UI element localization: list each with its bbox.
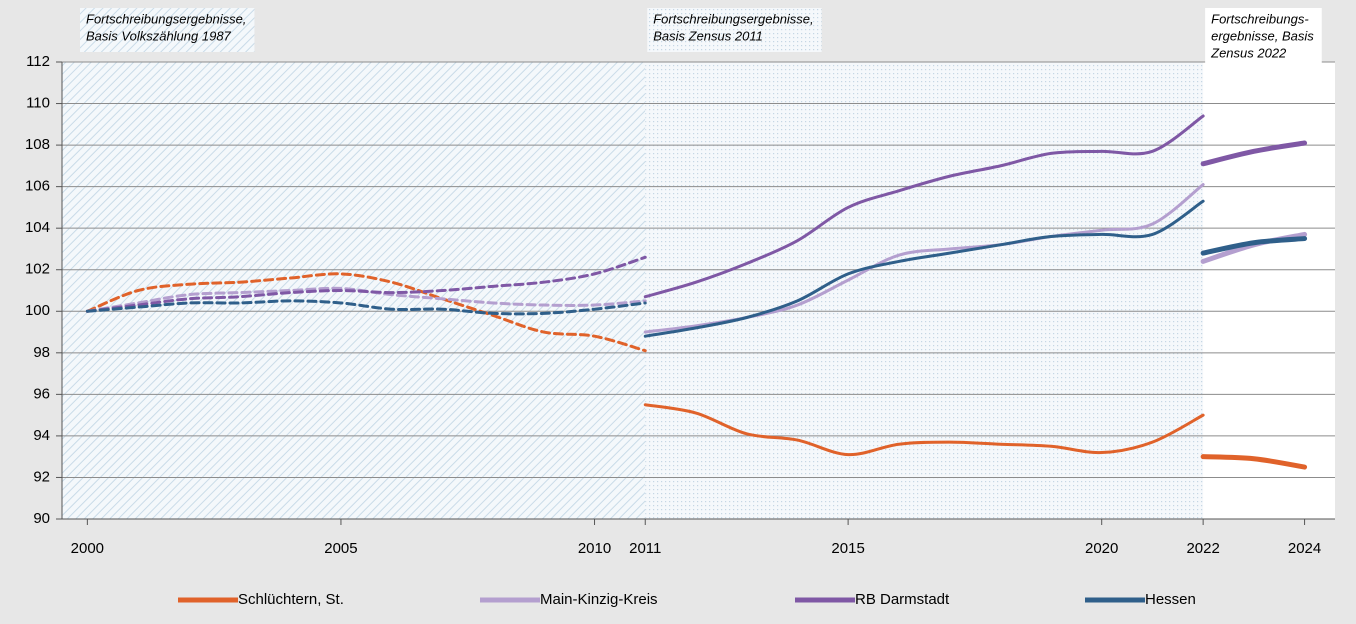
x-tick-label: 2024 xyxy=(1288,540,1321,557)
note-box xyxy=(647,8,822,52)
y-tick-label: 112 xyxy=(26,53,50,70)
series-line xyxy=(85,272,647,353)
note-text: Basis Zensus 2011 xyxy=(653,28,763,43)
series-line xyxy=(85,299,647,316)
y-tick-label: 100 xyxy=(25,302,50,319)
note-text: Fortschreibungs- xyxy=(1211,11,1309,26)
x-tick-label: 2022 xyxy=(1186,540,1219,557)
y-tick-label: 102 xyxy=(25,261,50,278)
y-tick-label: 110 xyxy=(26,95,50,112)
legend-label: Main-Kinzig-Kreis xyxy=(540,591,658,608)
y-tick-label: 94 xyxy=(33,427,50,444)
x-tick-label: 2005 xyxy=(324,540,357,557)
x-tick-label: 2020 xyxy=(1085,540,1118,557)
period-note: Fortschreibungsergebnisse, Basis Zensus 2… xyxy=(647,8,822,52)
series-line xyxy=(1200,140,1308,167)
x-tick-label: 2015 xyxy=(831,540,864,557)
x-tick-label: 2011 xyxy=(629,540,661,557)
series-line xyxy=(1200,454,1308,470)
series-line xyxy=(643,403,1205,457)
y-tick-label: 106 xyxy=(25,178,50,195)
note-box xyxy=(80,8,255,52)
series-line xyxy=(643,199,1205,338)
note-text: Zensus 2022 xyxy=(1210,45,1287,60)
series-line xyxy=(643,114,1205,299)
period-note: Fortschreibungsergebnisse, Basis Volkszäh… xyxy=(80,8,255,52)
series-line xyxy=(1200,236,1308,256)
legend-label: Hessen xyxy=(1145,591,1196,608)
note-text: Fortschreibungsergebnisse, xyxy=(86,11,246,26)
x-tick-label: 2010 xyxy=(578,540,611,557)
legend-label: RB Darmstadt xyxy=(855,591,950,608)
note-text: Fortschreibungsergebnisse, xyxy=(653,11,813,26)
y-tick-label: 98 xyxy=(33,344,50,361)
legend-label: Schlüchtern, St. xyxy=(238,591,344,608)
note-text: ergebnisse, Basis xyxy=(1211,28,1314,43)
x-tick-label: 2000 xyxy=(71,540,104,557)
y-tick-label: 104 xyxy=(25,219,50,236)
y-tick-label: 108 xyxy=(25,136,50,153)
y-tick-label: 96 xyxy=(33,385,50,402)
note-box xyxy=(1205,8,1322,69)
note-text: Basis Volkszählung 1987 xyxy=(86,28,232,43)
series-line xyxy=(85,255,647,313)
y-tick-label: 90 xyxy=(33,510,50,527)
period-note: Fortschreibungs-ergebnisse, Basis Zensus … xyxy=(1205,8,1322,69)
y-tick-label: 92 xyxy=(33,468,50,485)
